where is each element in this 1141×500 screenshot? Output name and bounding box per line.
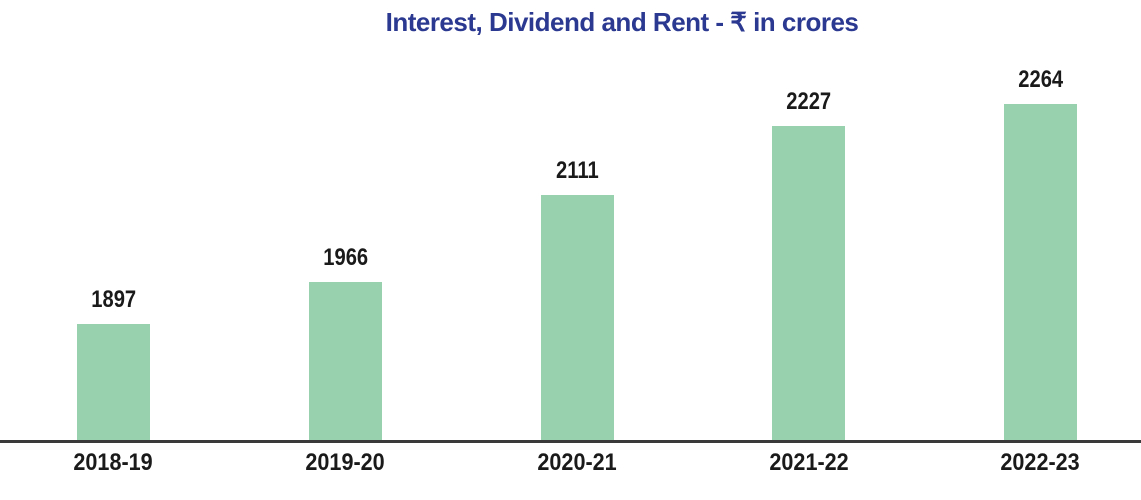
x-tick-text: 2022-23 bbox=[1000, 449, 1081, 476]
bar-value-label: 1966 bbox=[265, 246, 425, 270]
x-tick-label: 2020-21 bbox=[497, 450, 657, 476]
x-axis-line bbox=[0, 440, 1141, 443]
bar-value-text: 2227 bbox=[786, 88, 832, 115]
x-tick-label: 2018-19 bbox=[34, 450, 194, 476]
x-tick-text: 2018-19 bbox=[73, 449, 154, 476]
bar-2019-20 bbox=[308, 282, 382, 442]
bar-2020-21 bbox=[540, 195, 614, 442]
bar-value-label: 2111 bbox=[497, 159, 657, 183]
x-tick-text: 2019-20 bbox=[305, 449, 385, 476]
x-tick-label: 2021-22 bbox=[729, 450, 889, 476]
bar-value-label: 2264 bbox=[961, 68, 1121, 92]
bar-2022-23 bbox=[1004, 104, 1077, 442]
x-tick-text: 2020-21 bbox=[537, 449, 617, 476]
bar-value-text: 1966 bbox=[322, 244, 368, 271]
bar-2021-22 bbox=[772, 126, 846, 442]
x-tick-text: 2021-22 bbox=[769, 449, 849, 476]
x-tick-label: 2022-23 bbox=[961, 450, 1121, 476]
x-tick-label: 2019-20 bbox=[265, 450, 425, 476]
bar-value-text: 2111 bbox=[555, 157, 599, 184]
bar-value-label: 1897 bbox=[34, 288, 194, 312]
bar-value-text: 1897 bbox=[91, 286, 136, 313]
bar-value-text: 2264 bbox=[1018, 66, 1063, 93]
bar-2018-19 bbox=[77, 324, 150, 442]
chart-title: Interest, Dividend and Rent - ₹ in crore… bbox=[385, 7, 859, 37]
bar-value-label: 2227 bbox=[729, 90, 889, 114]
